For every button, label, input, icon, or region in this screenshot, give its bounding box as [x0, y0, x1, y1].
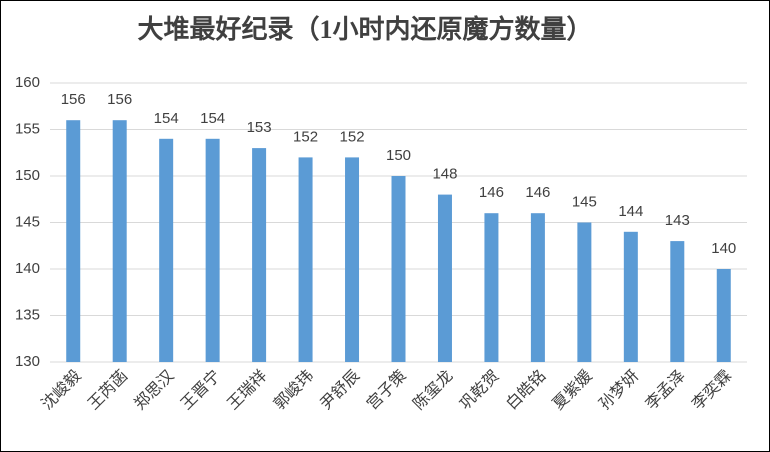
y-tick-label: 150 — [15, 167, 40, 184]
value-label: 143 — [665, 212, 690, 229]
y-tick-label: 160 — [15, 74, 40, 91]
bar — [623, 231, 638, 362]
value-label: 150 — [386, 147, 411, 164]
bar — [670, 241, 685, 362]
bar — [391, 176, 406, 362]
y-tick-label: 130 — [15, 353, 40, 370]
value-label: 146 — [479, 184, 504, 201]
value-label: 153 — [247, 119, 272, 136]
bar — [298, 157, 313, 362]
value-label: 144 — [618, 203, 643, 220]
value-label: 140 — [711, 240, 736, 257]
chart-title: 大堆最好纪录（1小时内还原魔方数量） — [137, 14, 592, 44]
bar — [252, 148, 267, 362]
bar — [484, 213, 499, 362]
bar — [716, 269, 731, 362]
y-tick-label: 145 — [15, 213, 40, 230]
bar — [577, 222, 592, 362]
value-label: 152 — [340, 128, 365, 145]
bar — [530, 213, 545, 362]
value-label: 145 — [572, 193, 597, 210]
value-label: 156 — [107, 91, 132, 108]
y-tick-label: 140 — [15, 260, 40, 277]
bar — [205, 138, 220, 362]
value-label: 156 — [61, 91, 86, 108]
bar — [159, 138, 174, 362]
value-label: 152 — [293, 128, 318, 145]
bar — [437, 194, 452, 362]
bar — [345, 157, 360, 362]
bar — [112, 120, 127, 362]
y-tick-label: 155 — [15, 120, 40, 137]
value-label: 146 — [525, 184, 550, 201]
y-tick-label: 135 — [15, 306, 40, 323]
value-label: 154 — [154, 110, 179, 127]
value-label: 154 — [200, 110, 225, 127]
value-label: 148 — [432, 166, 457, 183]
bar — [66, 120, 81, 362]
